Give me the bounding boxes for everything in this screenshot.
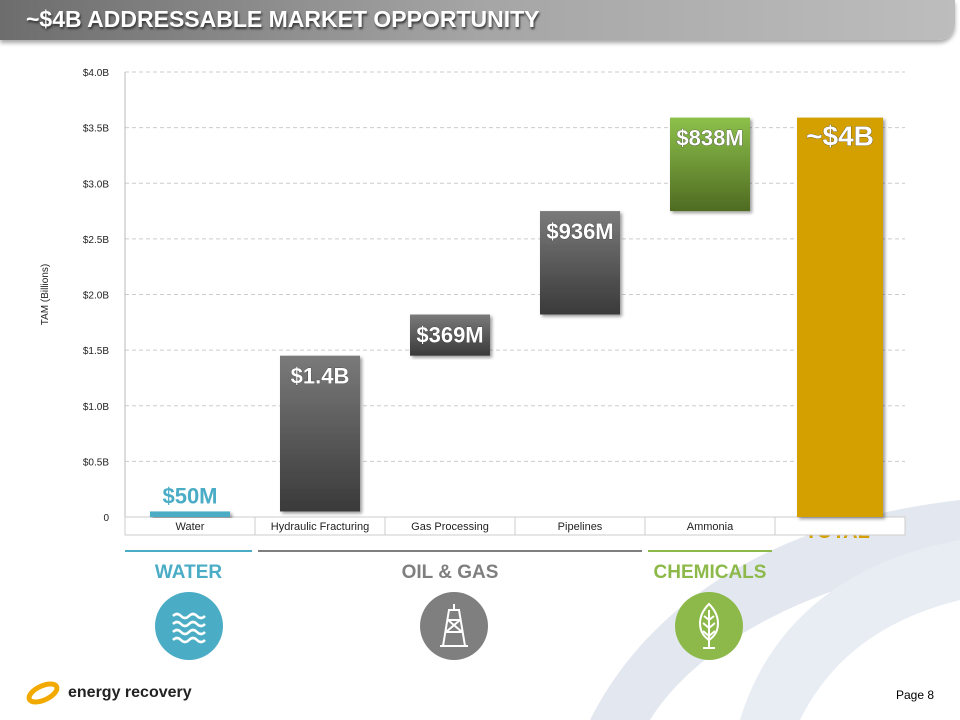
bar-ammonia (670, 117, 750, 212)
data-label: $936M (546, 219, 613, 244)
bar-total (797, 117, 883, 518)
water-waves-icon (155, 592, 223, 660)
water-divider (125, 550, 252, 552)
segment-chemicals: CHEMICALS (653, 562, 767, 583)
y-tick-label: $2.5B (83, 235, 109, 246)
page-title: ~$4B ADDRESSABLE MARKET OPPORTUNITY (26, 6, 540, 32)
y-tick-label: 0 (103, 513, 109, 524)
y-tick-label: $3.5B (83, 124, 109, 135)
bar-hydraulic-fracturing (280, 355, 360, 512)
data-label: $838M (676, 126, 743, 151)
data-label: $1.4B (291, 364, 350, 389)
data-label: ~$4B (806, 121, 874, 152)
data-label: $369M (416, 323, 483, 348)
oil-derrick-icon (420, 592, 488, 660)
y-tick-label: $1.0B (83, 402, 109, 413)
bar-water (150, 511, 230, 517)
bar-pipelines (540, 211, 620, 315)
oil-gas-divider (258, 550, 642, 552)
page-number: Page 8 (896, 688, 935, 702)
y-tick-label: $0.5B (83, 457, 109, 468)
leaf-icon (675, 592, 743, 660)
segment-oil-gas: OIL & GAS (401, 562, 499, 583)
bar-gas-processing (410, 314, 490, 356)
y-tick-label: $1.5B (83, 346, 109, 357)
logo-text: energy recovery (68, 684, 192, 701)
x-tick-label: Hydraulic Fracturing (271, 521, 369, 533)
y-tick-label: $3.0B (83, 179, 109, 190)
y-axis-label: TAM (Billions) (40, 264, 51, 325)
chemicals-divider (648, 550, 772, 552)
header-bar: ~$4B ADDRESSABLE MARKET OPPORTUNITY (0, 0, 955, 40)
logo-mark-icon (26, 681, 60, 705)
x-tick-label: Pipelines (558, 521, 603, 533)
segment-water: WATER (154, 562, 223, 583)
x-tick-label: Gas Processing (411, 521, 489, 533)
data-label: $50M (162, 483, 217, 508)
y-tick-label: $2.0B (83, 291, 109, 302)
energy-recovery-logo: energy recovery (24, 680, 192, 706)
y-tick-label: $4.0B (83, 68, 109, 79)
x-tick-label: Ammonia (687, 521, 734, 533)
x-tick-label: Water (176, 521, 205, 533)
